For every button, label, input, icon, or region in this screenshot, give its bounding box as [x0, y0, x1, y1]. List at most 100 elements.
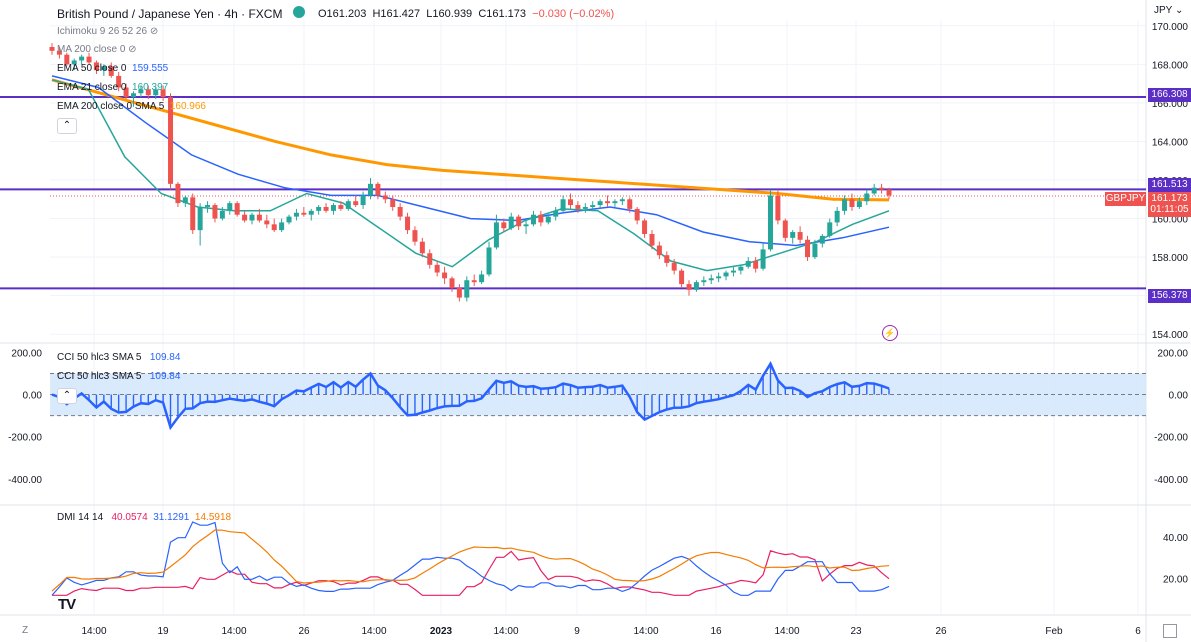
- lightning-icon[interactable]: ⚡: [882, 325, 898, 341]
- collapse-legend-button[interactable]: ⌃: [57, 388, 77, 404]
- legend-cci-a[interactable]: CCI 50 hlc3 SMA 5 109.84: [57, 352, 180, 363]
- legend-ema21-value: 160.397: [132, 82, 169, 93]
- candle-body: [79, 56, 85, 61]
- legend-ma200-label: MA 200 close 0: [57, 44, 126, 55]
- legend-dmi-minus-value: 31.1291: [153, 512, 190, 523]
- settings-gear-icon[interactable]: [1163, 624, 1177, 638]
- legend-ema21[interactable]: EMA 21 close 0 160.397: [57, 82, 168, 93]
- candle-body: [738, 266, 744, 271]
- candle-body: [523, 224, 529, 227]
- candle-body: [286, 216, 292, 223]
- axes: 170.000168.000166.000164.000162.000160.0…: [8, 22, 1188, 637]
- legend-ichimoku-label: Ichimoku 9 26 52 26: [57, 26, 148, 37]
- candle-body: [686, 284, 692, 290]
- collapse-legend-button[interactable]: ⌃: [57, 118, 77, 134]
- time-tick-label: 16: [710, 626, 722, 637]
- candle-body: [671, 262, 677, 271]
- candle-body: [856, 201, 862, 207]
- price-tick-label: 170.000: [1152, 22, 1189, 33]
- legend-ema200-label: EMA 200 close 0 SMA 5: [57, 101, 165, 112]
- candle-body: [819, 235, 825, 244]
- hidden-eye-icon[interactable]: ⊘: [128, 44, 137, 55]
- candle-body: [767, 195, 773, 250]
- last-price-value: 161.173: [1151, 193, 1188, 204]
- candle-body: [656, 245, 662, 256]
- cci-line: [51, 361, 890, 431]
- time-tick-label: 14:00: [493, 626, 518, 637]
- candle-body: [205, 205, 211, 207]
- candle-body: [827, 222, 833, 236]
- candle-body: [153, 89, 159, 96]
- hidden-eye-icon[interactable]: ⊘: [149, 26, 159, 37]
- candle-body: [464, 280, 470, 298]
- legend-dmi[interactable]: DMI 14 14 40.0574 31.1291 14.5918: [57, 512, 231, 523]
- tradingview-logo-icon[interactable]: TV: [58, 596, 76, 613]
- candle-body: [775, 195, 781, 221]
- price-tick-label: 154.000: [1152, 330, 1189, 341]
- time-tick-label: 14:00: [81, 626, 106, 637]
- legend-cci-a-value: 109.84: [149, 352, 181, 363]
- candle-body: [797, 232, 803, 240]
- candle-body: [716, 276, 722, 279]
- candle-body: [397, 206, 403, 217]
- candle-body: [145, 89, 151, 96]
- candle-body: [390, 199, 396, 207]
- candle-body: [805, 239, 811, 258]
- candle-body: [138, 89, 144, 94]
- candle-body: [249, 214, 255, 221]
- time-tick-label: 26: [298, 626, 310, 637]
- candle-body: [293, 212, 299, 217]
- countdown-value: 01:11:05: [1150, 204, 1189, 215]
- candle-body: [264, 220, 270, 225]
- candle-body: [456, 287, 462, 298]
- cci-tick-left: -400.00: [8, 475, 42, 486]
- candle-body: [834, 210, 840, 223]
- cci-tick-left: 0.00: [23, 391, 43, 402]
- price-tick-label: 168.000: [1152, 60, 1189, 71]
- ma-line: [51, 75, 890, 247]
- candle-body: [619, 199, 625, 202]
- legend-dmi-plus-value: 40.0574: [111, 512, 148, 523]
- dmi-tick-label: 40.00: [1163, 533, 1188, 544]
- time-tick-label: 23: [850, 626, 862, 637]
- candle-body: [849, 199, 855, 207]
- legend-cci-b[interactable]: CCI 50 hlc3 SMA 5 109.84: [57, 371, 180, 382]
- candle-body: [812, 243, 818, 258]
- dmi-minus-line: [51, 521, 890, 596]
- legend-ema200-value: 160.966: [169, 101, 206, 112]
- candle-body: [382, 195, 388, 200]
- currency-selector[interactable]: JPY ⌄: [1154, 5, 1183, 16]
- candle-body: [71, 60, 77, 65]
- candle-body: [323, 206, 329, 211]
- candle-body: [345, 201, 351, 209]
- candle-body: [108, 66, 114, 76]
- candle-body: [501, 222, 507, 229]
- cci-tick-right: -200.00: [1154, 433, 1188, 444]
- timezone-button[interactable]: Z: [22, 625, 29, 636]
- legend-ichimoku[interactable]: Ichimoku 9 26 52 26 ⊘: [57, 26, 158, 37]
- horizontal-levels: [0, 95, 1146, 290]
- candle-body: [93, 62, 99, 71]
- dmi-tick-label: 20.00: [1163, 575, 1188, 586]
- legend-ema200[interactable]: EMA 200 close 0 SMA 5 160.966: [57, 101, 206, 112]
- candle-body: [242, 214, 248, 221]
- legend-ema50[interactable]: EMA 50 close 0 159.555: [57, 63, 168, 74]
- candle-body: [271, 224, 277, 231]
- candle-body: [256, 214, 262, 221]
- candle-body: [301, 212, 307, 215]
- legend-ma200[interactable]: MA 200 close 0 ⊘: [57, 44, 137, 55]
- candle-body: [545, 216, 551, 223]
- candle-body: [434, 264, 440, 273]
- legend-ema21-label: EMA 21 close 0: [57, 82, 127, 93]
- candle-body: [330, 205, 336, 211]
- time-tick-label: Feb: [1045, 626, 1063, 637]
- candle-body: [419, 241, 425, 254]
- cci-tick-right: 0.00: [1169, 391, 1189, 402]
- low-value: L160.939: [426, 8, 473, 20]
- legend-cci-a-label: CCI 50 hlc3 SMA 5: [57, 352, 142, 363]
- chevron-down-icon: ⌄: [1174, 5, 1184, 16]
- legend-dmi-label: DMI 14 14: [57, 512, 104, 523]
- candle-body: [679, 270, 685, 285]
- candle-body: [553, 210, 559, 217]
